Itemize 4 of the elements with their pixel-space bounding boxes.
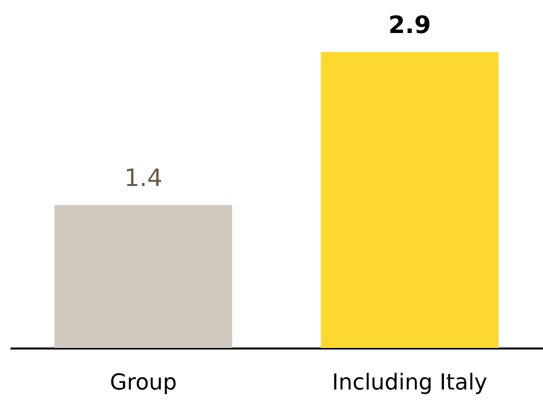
data-label: 1.4 <box>124 164 162 192</box>
x-tick-label: Group <box>110 370 177 396</box>
x-tick-label: Including Italy <box>332 370 488 396</box>
data-label: 2.9 <box>388 11 431 39</box>
